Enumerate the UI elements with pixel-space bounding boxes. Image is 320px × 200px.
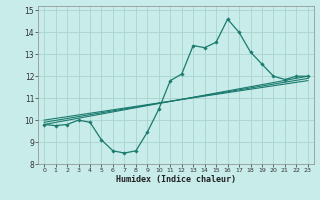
X-axis label: Humidex (Indice chaleur): Humidex (Indice chaleur) xyxy=(116,175,236,184)
